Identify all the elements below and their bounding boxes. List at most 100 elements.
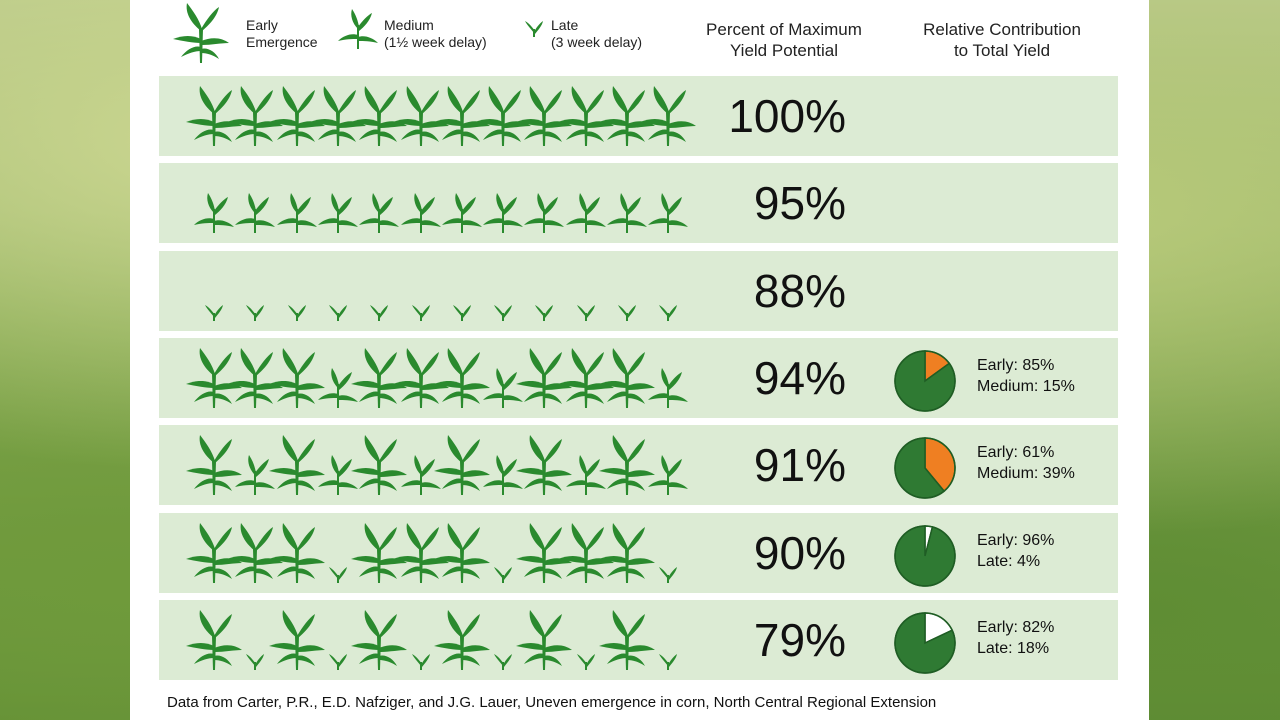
- early-plant-icon: [599, 435, 655, 495]
- medium-plant-icon: [524, 193, 565, 233]
- medium-plant-icon: [648, 193, 689, 233]
- early-plant-icon: [351, 435, 408, 495]
- contribution-labels: Early: 96% Late: 4%: [977, 530, 1054, 572]
- early-plant-icon: [268, 523, 325, 583]
- early-plant-icon: [599, 348, 655, 408]
- yield-percent-label: 90%: [753, 527, 846, 579]
- late-plant-icon: [246, 654, 265, 670]
- medium-plant-icon: [483, 455, 524, 495]
- late-plant-icon: [494, 567, 513, 583]
- medium-plant-legend-icon: [338, 9, 378, 49]
- early-plant-icon: [433, 86, 490, 146]
- medium-plant-icon: [235, 455, 276, 495]
- early-plant-icon: [268, 86, 325, 146]
- legend-late-label: Late (3 week delay): [551, 17, 643, 50]
- medium-plant-icon: [317, 368, 358, 408]
- late-plant-icon: [659, 654, 678, 670]
- early-plant-icon: [475, 86, 532, 146]
- contribution-labels: Early: 61% Medium: 39%: [977, 442, 1075, 484]
- contribution-pie: [894, 525, 956, 587]
- medium-plant-icon: [400, 455, 441, 495]
- late-plant-icon: [494, 654, 513, 670]
- late-plant-icon: [370, 305, 389, 321]
- late-plant-icon: [618, 305, 636, 321]
- yield-percent-label: 91%: [753, 439, 846, 491]
- early-plant-icon: [433, 435, 490, 495]
- early-plant-icon: [351, 523, 408, 583]
- medium-plant-icon: [565, 455, 606, 495]
- yield-percent-label: 79%: [753, 614, 846, 666]
- contribution-column-header: Relative Contribution to Total Yield: [923, 20, 1081, 60]
- late-plant-icon: [411, 654, 430, 670]
- late-plant-legend-icon: [525, 21, 543, 37]
- yield-row: [159, 251, 1118, 331]
- medium-plant-icon: [194, 193, 234, 233]
- early-plant-icon: [351, 610, 408, 670]
- contribution-label-early: Early: 85%: [977, 357, 1055, 374]
- source-footnote: Data from Carter, P.R., E.D. Nafziger, a…: [167, 694, 937, 711]
- late-plant-icon: [494, 305, 513, 321]
- early-plant-icon: [186, 86, 242, 146]
- medium-plant-icon: [235, 193, 276, 233]
- contribution-label-early: Early: 82%: [977, 619, 1055, 636]
- late-plant-icon: [246, 305, 265, 321]
- medium-plant-icon: [483, 193, 524, 233]
- pie-outline: [894, 350, 956, 412]
- late-plant-icon: [328, 567, 347, 583]
- late-plant-icon: [287, 305, 306, 321]
- contribution-labels: Early: 82% Late: 18%: [977, 617, 1054, 659]
- contribution-label-early: Early: 61%: [977, 444, 1055, 461]
- contribution-label-medium: Medium: 39%: [977, 465, 1075, 482]
- early-plant-icon: [516, 523, 573, 583]
- contribution-label-early: Early: 96%: [977, 532, 1055, 549]
- early-plant-icon: [392, 86, 449, 146]
- early-plant-icon: [516, 435, 573, 495]
- late-plant-icon: [535, 305, 554, 321]
- yield-percent-label: 95%: [753, 177, 846, 229]
- contribution-label-late: Late: 18%: [977, 640, 1050, 657]
- pie-outline: [894, 437, 956, 499]
- medium-plant-icon: [400, 193, 441, 233]
- late-plant-icon: [576, 305, 595, 321]
- medium-plant-icon: [359, 193, 400, 233]
- contribution-labels: Early: 85% Medium: 15%: [977, 355, 1075, 397]
- late-plant-icon: [452, 305, 471, 321]
- medium-plant-icon: [648, 368, 689, 408]
- contribution-label-medium: Medium: 15%: [977, 378, 1075, 395]
- early-plant-legend-icon: [173, 3, 229, 63]
- early-plant-icon: [433, 523, 490, 583]
- late-plant-icon: [328, 305, 347, 321]
- early-plant-icon: [227, 86, 284, 146]
- early-plant-icon: [227, 348, 284, 408]
- contribution-pie: [894, 350, 956, 412]
- early-plant-icon: [640, 86, 697, 146]
- late-plant-icon: [328, 654, 347, 670]
- early-plant-icon: [433, 348, 490, 408]
- early-plant-icon: [227, 523, 284, 583]
- medium-plant-icon: [648, 455, 689, 495]
- early-plant-icon: [433, 610, 490, 670]
- medium-plant-icon: [276, 193, 317, 233]
- medium-plant-icon: [483, 368, 524, 408]
- pie-outline: [894, 612, 956, 674]
- yield-percent-label: 100%: [728, 90, 846, 142]
- early-plant-icon: [557, 348, 614, 408]
- contribution-pie: [894, 437, 956, 499]
- yield-percent-label: 94%: [753, 352, 846, 404]
- medium-plant-icon: [565, 193, 606, 233]
- pie-outline: [894, 525, 956, 587]
- early-plant-icon: [186, 435, 242, 495]
- early-plant-icon: [599, 86, 655, 146]
- early-plant-icon: [268, 348, 325, 408]
- late-plant-icon: [659, 567, 678, 583]
- contribution-pie: [894, 612, 956, 674]
- yield-column-header: Percent of Maximum Yield Potential: [706, 20, 862, 60]
- yield-row: [159, 425, 1118, 505]
- contribution-label-late: Late: 4%: [977, 553, 1041, 570]
- late-plant-icon: [411, 305, 430, 321]
- early-plant-icon: [599, 523, 655, 583]
- yield-row: [159, 513, 1118, 593]
- medium-plant-icon: [317, 455, 358, 495]
- early-plant-icon: [186, 610, 242, 670]
- late-plant-icon: [205, 305, 223, 321]
